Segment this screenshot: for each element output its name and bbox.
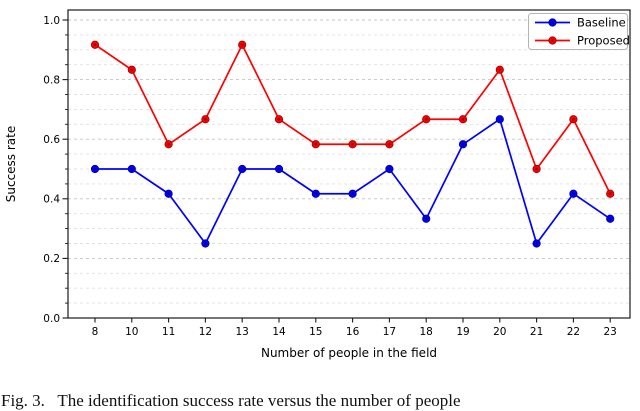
series-line-baseline	[95, 118, 611, 245]
legend-marker-core-proposed	[551, 39, 554, 42]
data-point-core-baseline	[461, 142, 465, 146]
data-point-core-baseline	[351, 192, 354, 196]
x-tick-label: 17	[383, 326, 396, 338]
data-point-core-proposed	[351, 142, 354, 146]
data-point-core-proposed	[424, 117, 428, 121]
data-point-core-proposed	[167, 142, 171, 146]
x-tick-label: 8	[92, 326, 99, 338]
data-point-core-proposed	[388, 142, 391, 146]
data-point-core-baseline	[388, 167, 391, 171]
data-point-core-proposed	[498, 68, 502, 72]
x-tick-label: 16	[346, 326, 360, 338]
x-tick-label: 12	[199, 326, 212, 338]
data-point-core-proposed	[314, 142, 318, 146]
x-tick-label: 19	[456, 326, 469, 338]
data-point-core-proposed	[204, 117, 207, 121]
data-point-core-baseline	[498, 117, 502, 121]
x-tick-label: 22	[567, 326, 580, 338]
data-point-core-proposed	[535, 167, 538, 171]
y-tick-label: 1.0	[43, 15, 60, 27]
x-tick-label: 14	[272, 326, 286, 338]
x-tick-label: 10	[125, 326, 138, 338]
y-tick-label: 0.8	[43, 74, 60, 86]
data-point-core-proposed	[93, 43, 97, 47]
data-point-core-baseline	[130, 167, 134, 171]
data-point-core-proposed	[461, 117, 465, 121]
x-tick-label: 13	[236, 326, 249, 338]
x-tick-label: 15	[309, 326, 322, 338]
data-point-core-baseline	[314, 192, 318, 196]
data-point-core-baseline	[93, 167, 97, 171]
line-chart-svg: 0.0 0.2 0.4 0.6 0.8 1.0 8 10 11 12 13 14 15 16 17 18 19 2…	[4, 9, 631, 360]
x-tick-label: 21	[530, 326, 543, 338]
figure: 0.0 0.2 0.4 0.6 0.8 1.0 8 10 11 12 13 14 15 16 17 18 19 2…	[4, 9, 631, 360]
data-point-core-proposed	[608, 192, 612, 196]
data-point-core-proposed	[130, 68, 134, 72]
y-tick-label: 0.2	[43, 253, 60, 265]
data-point-core-baseline	[608, 217, 612, 221]
y-tick-label: 0.6	[43, 134, 60, 146]
data-point-core-proposed	[572, 117, 575, 121]
y-tick-label: 0.4	[43, 194, 60, 206]
legend-marker-core-baseline	[551, 21, 554, 24]
data-point-core-baseline	[424, 217, 428, 221]
plot-box	[67, 9, 631, 319]
x-tick-label: 18	[420, 326, 433, 338]
y-tick-label: 0.0	[43, 313, 60, 325]
data-point-core-proposed	[240, 43, 244, 47]
data-point-core-baseline	[204, 242, 207, 245]
x-tick-label: 11	[162, 326, 175, 338]
data-point-core-proposed	[277, 117, 281, 121]
legend-label-proposed: Proposed	[577, 34, 630, 48]
data-point-core-baseline	[277, 167, 281, 171]
series-line-proposed	[94, 43, 611, 195]
data-point-core-baseline	[240, 167, 244, 171]
x-tick-label: 23	[604, 326, 617, 338]
x-axis-label: Number of people in the field	[261, 346, 437, 360]
x-tick-label: 20	[493, 326, 506, 338]
figure-caption: Fig. 3. The identification success rate …	[1, 391, 461, 410]
data-point-core-baseline	[572, 192, 575, 196]
legend-label-baseline: Baseline	[577, 16, 626, 30]
data-point-core-baseline	[535, 242, 538, 245]
data-point-core-baseline	[167, 192, 171, 196]
y-axis-label: Success rate	[4, 126, 18, 203]
